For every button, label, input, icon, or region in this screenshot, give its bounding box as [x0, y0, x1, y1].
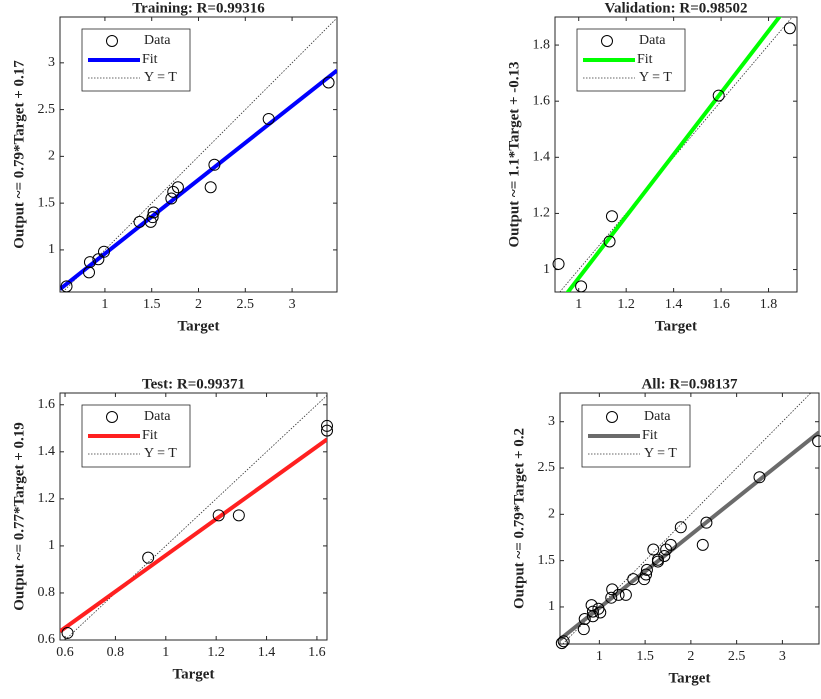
x-tick-label: 2.5 — [728, 649, 746, 664]
y-tick-label: 1.8 — [533, 37, 551, 52]
y-tick-label: 1 — [548, 599, 555, 614]
legend-label: Fit — [142, 52, 158, 67]
page: 1 1.5 2 2.5 3 1 1.5 2 2.5 3 Data Fit Y = T Training: … — [0, 0, 821, 699]
y-tick-label: 0.8 — [38, 585, 56, 600]
y-tick-label: 2.5 — [38, 102, 56, 117]
y-axis-label: Output ~= 0.77*Target + 0.19 — [11, 422, 27, 611]
legend-label: Y = T — [144, 70, 177, 85]
chart-title: Test: R=0.99371 — [142, 376, 245, 392]
x-tick-label: 1 — [596, 649, 603, 664]
x-tick-label: 1.5 — [636, 649, 654, 664]
x-tick-label: 1.4 — [258, 645, 276, 660]
y-axis-label: Output ~= 0.79*Target + 0.2 — [511, 428, 527, 609]
legend-label: Y = T — [144, 446, 177, 461]
y-tick-label: 1.2 — [533, 206, 551, 221]
x-tick-label: 1.2 — [617, 297, 635, 312]
subplot: 1 1.5 2 2.5 3 1 1.5 2 2.5 3 Data Fit Y = T Training: … — [11, 0, 337, 334]
legend-label: Y = T — [639, 70, 672, 85]
y-tick-label: 0.6 — [38, 632, 56, 647]
x-tick-label: 1 — [162, 645, 169, 660]
x-tick-label: 1 — [575, 297, 582, 312]
y-tick-label: 1.5 — [38, 195, 56, 210]
legend-label: Data — [644, 409, 671, 424]
legend-label: Fit — [142, 428, 158, 443]
chart-title: Validation: R=0.98502 — [604, 0, 747, 16]
x-tick-label: 0.6 — [56, 645, 74, 660]
x-tick-label: 1.4 — [665, 297, 683, 312]
x-tick-label: 1.6 — [712, 297, 730, 312]
y-tick-label: 3 — [548, 414, 555, 429]
legend-label: Y = T — [644, 446, 677, 461]
x-tick-label: 2 — [195, 297, 202, 312]
y-tick-label: 3 — [48, 55, 55, 70]
x-axis-label: Target — [173, 666, 215, 682]
x-axis-label: Target — [655, 318, 697, 334]
y-tick-label: 1.4 — [533, 150, 551, 165]
y-axis-label: Output ~= 0.79*Target + 0.17 — [11, 60, 27, 249]
y-tick-label: 1.2 — [38, 491, 56, 506]
chart-title: All: R=0.98137 — [641, 376, 738, 392]
y-tick-label: 1 — [543, 262, 550, 277]
y-tick-label: 2 — [48, 149, 55, 164]
subplot: 1 1.5 2 2.5 3 1 1.5 2 2.5 3 Data Fit Y = T All: R=0.9… — [511, 376, 821, 686]
x-tick-label: 2.5 — [237, 297, 255, 312]
legend-label: Data — [144, 33, 171, 48]
y-tick-label: 1.6 — [533, 93, 551, 108]
x-tick-label: 3 — [289, 297, 296, 312]
subplot: 0.6 0.8 1 1.2 1.4 1.6 0.6 0.8 1 1.2 1.4 1.6 Data Fit Y… — [11, 376, 332, 682]
legend-label: Fit — [642, 428, 658, 443]
chart-title: Training: R=0.99316 — [132, 0, 265, 16]
legend-label: Fit — [637, 52, 653, 67]
y-tick-label: 2.5 — [538, 460, 556, 475]
x-axis-label: Target — [669, 670, 711, 686]
figure: 1 1.5 2 2.5 3 1 1.5 2 2.5 3 Data Fit Y = T Training: … — [0, 0, 821, 699]
y-tick-label: 1 — [48, 538, 55, 553]
x-axis-label: Target — [178, 318, 220, 334]
y-axis-label: Output ~= 1.1*Target + -0.13 — [506, 61, 522, 247]
x-tick-label: 1 — [101, 297, 108, 312]
x-tick-label: 1.8 — [760, 297, 778, 312]
legend-label: Data — [144, 409, 171, 424]
x-tick-label: 0.8 — [107, 645, 125, 660]
subplot: 1 1.2 1.4 1.6 1.8 1 1.2 1.4 1.6 1.8 Data Fit Y = T Va… — [506, 0, 797, 334]
legend-label: Data — [639, 33, 666, 48]
y-tick-label: 1.6 — [38, 397, 56, 412]
y-tick-label: 2 — [548, 507, 555, 522]
y-tick-label: 1 — [48, 242, 55, 257]
x-tick-label: 1.5 — [143, 297, 161, 312]
x-tick-label: 2 — [687, 649, 694, 664]
x-tick-label: 1.2 — [207, 645, 225, 660]
x-tick-label: 3 — [779, 649, 786, 664]
x-tick-label: 1.6 — [308, 645, 326, 660]
y-tick-label: 1.5 — [538, 553, 556, 568]
y-tick-label: 1.4 — [38, 444, 56, 459]
